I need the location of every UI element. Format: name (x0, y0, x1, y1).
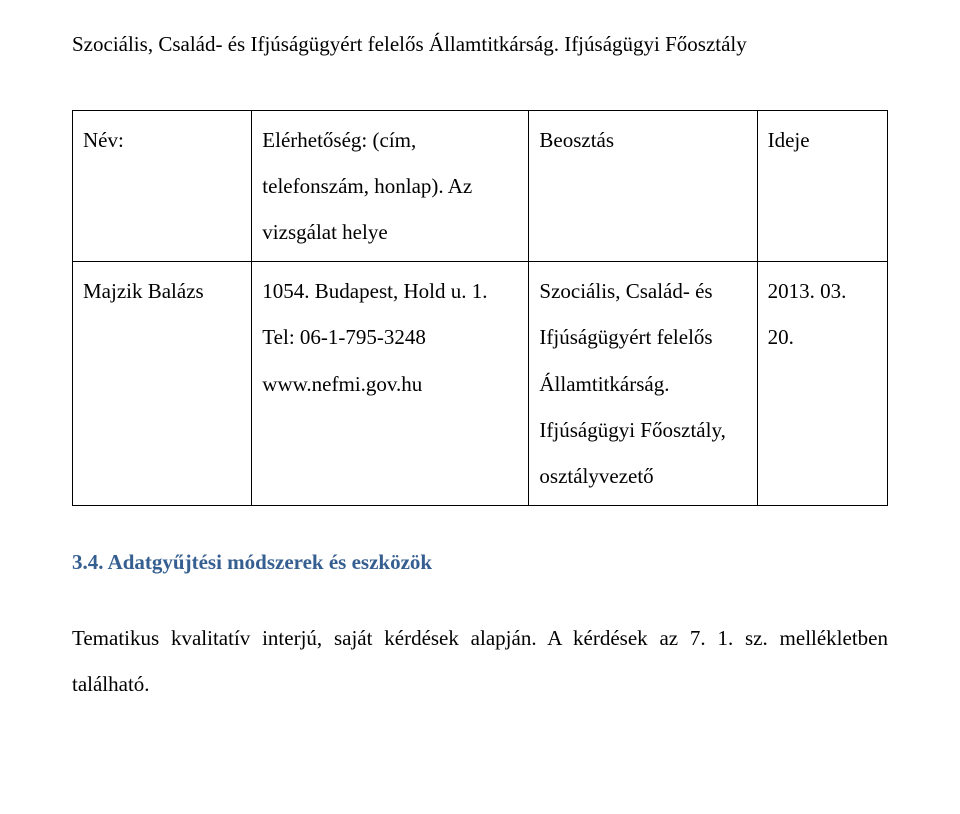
intro-text: Szociális, Család- és Ifjúságügyért fele… (72, 28, 888, 62)
table-row: Név: Elérhetőség: (cím, telefonszám, hon… (73, 110, 888, 262)
table-header-reach: Elérhetőség: (cím, telefonszám, honlap).… (252, 110, 529, 262)
table-cell-position: Szociális, Család- és Ifjúságügyért fele… (529, 262, 757, 506)
table-cell-time: 2013. 03. 20. (757, 262, 887, 506)
table-row: Majzik Balázs 1054. Budapest, Hold u. 1.… (73, 262, 888, 506)
section-heading: 3.4. Adatgyűjtési módszerek és eszközök (72, 550, 888, 575)
body-paragraph: Tematikus kvalitatív interjú, saját kérd… (72, 615, 888, 707)
table-cell-name: Majzik Balázs (73, 262, 252, 506)
document-page: Szociális, Család- és Ifjúságügyért fele… (0, 0, 960, 747)
table-header-time: Ideje (757, 110, 887, 262)
table-header-name: Név: (73, 110, 252, 262)
table-header-position: Beosztás (529, 110, 757, 262)
contact-table: Név: Elérhetőség: (cím, telefonszám, hon… (72, 110, 888, 507)
table-cell-reach: 1054. Budapest, Hold u. 1. Tel: 06-1-795… (252, 262, 529, 506)
